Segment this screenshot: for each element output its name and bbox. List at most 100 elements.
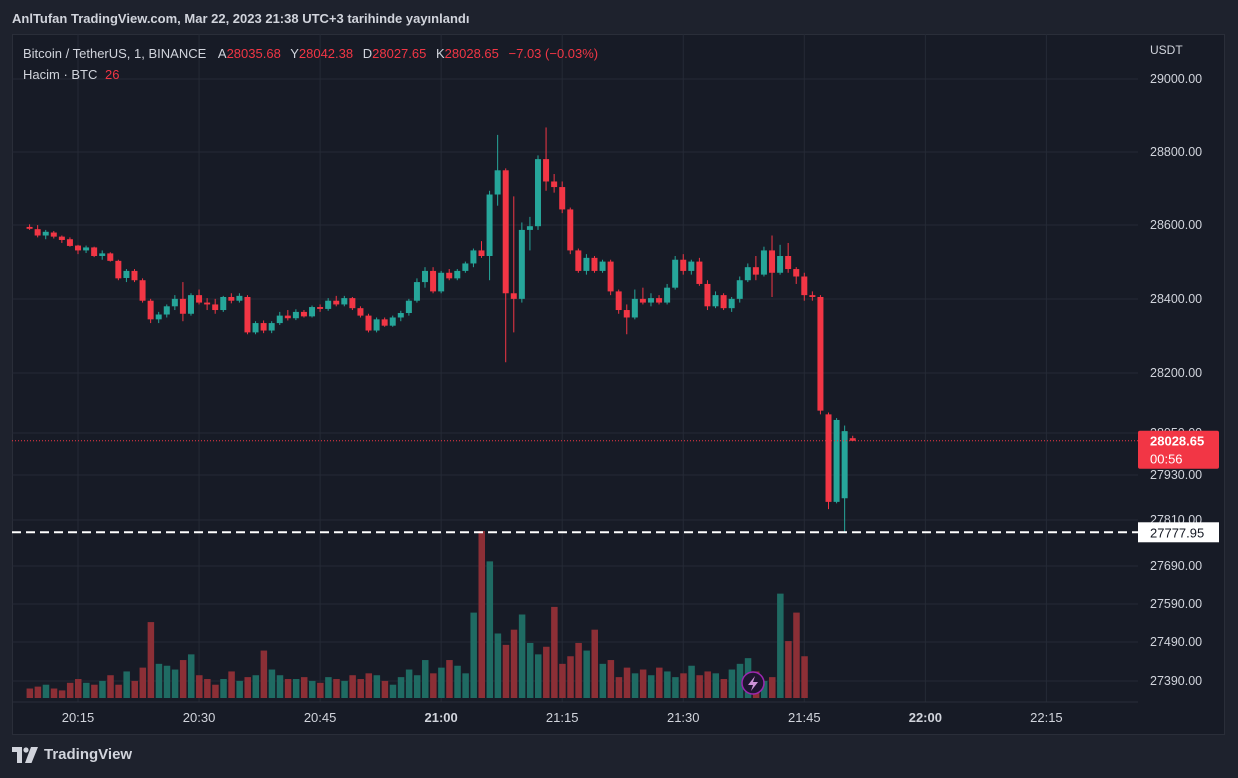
candle[interactable]	[365, 313, 372, 333]
candle[interactable]	[179, 282, 186, 322]
candle[interactable]	[841, 425, 848, 533]
candle[interactable]	[115, 259, 122, 281]
candle[interactable]	[187, 293, 194, 316]
candle[interactable]	[591, 256, 598, 273]
candle[interactable]	[333, 295, 340, 307]
candle[interactable]	[34, 225, 41, 238]
tradingview-logo[interactable]: TradingView	[12, 746, 132, 763]
candle[interactable]	[252, 321, 259, 335]
candle[interactable]	[454, 269, 461, 281]
candle[interactable]	[381, 317, 388, 327]
candle[interactable]	[349, 296, 356, 311]
candle[interactable]	[623, 304, 630, 335]
candle[interactable]	[583, 254, 590, 275]
candle[interactable]	[720, 293, 727, 311]
candle[interactable]	[704, 280, 711, 311]
candle[interactable]	[317, 304, 324, 312]
volume-legend[interactable]: Hacim · BTC 26	[23, 67, 125, 82]
candle[interactable]	[131, 269, 138, 283]
candle[interactable]	[801, 272, 808, 301]
candle[interactable]	[196, 289, 203, 305]
candle[interactable]	[123, 269, 130, 283]
candle[interactable]	[688, 259, 695, 275]
candle[interactable]	[777, 244, 784, 275]
candle[interactable]	[155, 311, 162, 324]
candle[interactable]	[551, 174, 558, 193]
candle[interactable]	[50, 231, 57, 239]
candle[interactable]	[696, 257, 703, 286]
candle[interactable]	[809, 291, 816, 301]
candle[interactable]	[276, 311, 283, 325]
candle[interactable]	[744, 263, 751, 283]
candle[interactable]	[58, 235, 65, 243]
candle[interactable]	[236, 293, 243, 303]
candle[interactable]	[357, 306, 364, 318]
candle[interactable]	[228, 293, 235, 304]
candle[interactable]	[42, 229, 49, 240]
candle[interactable]	[672, 256, 679, 290]
chart-panel[interactable]	[12, 34, 1225, 735]
candles[interactable]	[26, 127, 856, 533]
candle[interactable]	[785, 242, 792, 273]
candle[interactable]	[268, 321, 275, 334]
candle[interactable]	[752, 256, 759, 281]
candle[interactable]	[760, 246, 767, 277]
candle[interactable]	[405, 298, 412, 316]
candle[interactable]	[139, 278, 146, 303]
candle[interactable]	[163, 304, 170, 318]
candle[interactable]	[99, 250, 106, 260]
candle[interactable]	[680, 254, 687, 275]
candle[interactable]	[300, 310, 307, 318]
candle[interactable]	[534, 155, 541, 230]
candle[interactable]	[526, 216, 533, 251]
candle[interactable]	[462, 261, 469, 273]
candle[interactable]	[341, 295, 348, 307]
candle[interactable]	[486, 190, 493, 281]
candle[interactable]	[284, 310, 291, 321]
candle[interactable]	[75, 244, 81, 255]
candle[interactable]	[833, 418, 840, 504]
candle[interactable]	[494, 134, 501, 206]
candle[interactable]	[793, 267, 800, 284]
candle[interactable]	[212, 298, 219, 314]
lightning-icon[interactable]	[741, 671, 765, 695]
candle[interactable]	[260, 320, 267, 334]
candle[interactable]	[422, 267, 429, 288]
ohlc-legend[interactable]: Bitcoin / TetherUS, 1, BINANCE A28035.68…	[23, 46, 604, 61]
candle[interactable]	[647, 293, 654, 307]
candle[interactable]	[438, 270, 445, 294]
candle[interactable]	[413, 278, 420, 303]
candle[interactable]	[664, 283, 671, 305]
candle[interactable]	[389, 315, 396, 327]
candle[interactable]	[147, 298, 154, 324]
candle[interactable]	[817, 295, 824, 415]
candle[interactable]	[825, 412, 832, 510]
candle[interactable]	[91, 246, 98, 258]
candle[interactable]	[615, 289, 622, 314]
candle[interactable]	[656, 295, 663, 305]
candle[interactable]	[502, 168, 509, 363]
candle[interactable]	[325, 298, 332, 311]
candle[interactable]	[510, 196, 517, 333]
candle[interactable]	[470, 248, 477, 268]
candle[interactable]	[712, 291, 719, 309]
candle[interactable]	[171, 295, 178, 311]
candle[interactable]	[430, 267, 437, 294]
candle[interactable]	[518, 222, 525, 303]
candle[interactable]	[769, 235, 776, 297]
time-axis[interactable]: 20:15 20:30 20:45 21:00 21:15 21:30 21:45 22:00…	[62, 710, 1063, 725]
candle[interactable]	[292, 309, 299, 321]
candle[interactable]	[639, 287, 646, 305]
candle[interactable]	[559, 181, 566, 214]
candle[interactable]	[26, 224, 33, 230]
candle[interactable]	[728, 296, 735, 312]
candle[interactable]	[107, 252, 114, 262]
symbol-name[interactable]: Bitcoin / TetherUS, 1, BINANCE	[23, 46, 207, 61]
candle[interactable]	[204, 298, 211, 311]
candle[interactable]	[543, 127, 550, 191]
candle[interactable]	[309, 305, 316, 318]
candle[interactable]	[446, 269, 453, 281]
candle[interactable]	[373, 317, 380, 333]
candle[interactable]	[575, 248, 582, 273]
candle[interactable]	[83, 245, 90, 254]
